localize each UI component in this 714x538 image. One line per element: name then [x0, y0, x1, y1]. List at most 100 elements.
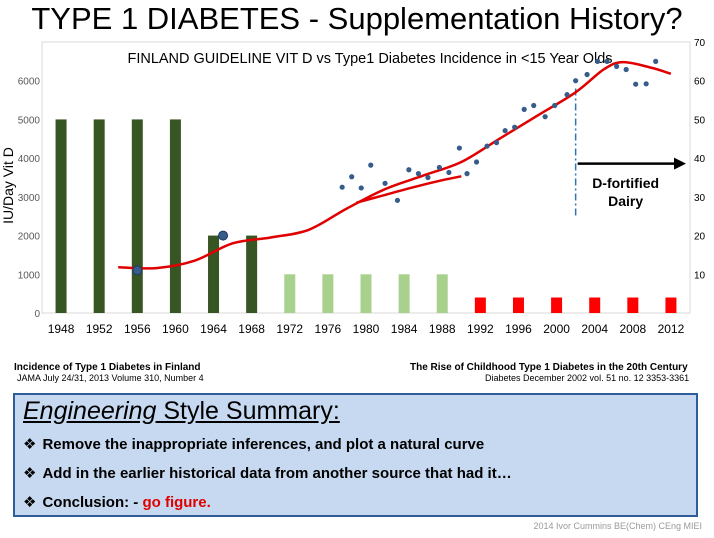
- summary-box: Engineering Style Summary: ❖ Remove the i…: [13, 393, 698, 517]
- vitd-bar: [322, 274, 334, 313]
- x-tick-label: 1960: [162, 322, 189, 336]
- y-tick-label-left: 1000: [18, 270, 41, 281]
- x-tick-label: 2012: [658, 322, 685, 336]
- incidence-point: [425, 174, 431, 181]
- chart: FINLAND GUIDELINE VIT D vs Type1 Diabete…: [0, 38, 706, 336]
- vitd-bar: [398, 274, 410, 313]
- incidence-point: [633, 81, 639, 87]
- incidence-point: [643, 81, 649, 87]
- incidence-point: [339, 184, 345, 190]
- incidence-point: [564, 92, 570, 98]
- x-tick-label: 1988: [429, 322, 456, 336]
- y-tick-label-right: 40: [694, 154, 706, 165]
- summary-bullet-2-text: Add in the earlier historical data from …: [42, 465, 512, 482]
- y-tick-label-right: 60: [694, 77, 706, 88]
- chart-area: FINLAND GUIDELINE VIT D vs Type1 Diabete…: [0, 36, 714, 356]
- incidence-point: [473, 159, 480, 165]
- vitd-bar: [93, 119, 105, 313]
- summary-conclusion: ❖ Conclusion: - go figure.: [23, 493, 211, 511]
- summary-conclusion-prefix: Conclusion: -: [42, 494, 143, 511]
- x-tick-label: 1980: [353, 322, 380, 336]
- incidence-point: [594, 58, 601, 64]
- diamond-bullet-icon: ❖: [23, 493, 37, 511]
- incidence-point: [552, 102, 558, 109]
- x-tick-label: 1996: [505, 322, 532, 336]
- incidence-point: [584, 71, 590, 78]
- arrow-right-icon: [674, 157, 686, 170]
- y-tick-label-left: 2000: [18, 232, 41, 243]
- incidence-point: [512, 124, 518, 130]
- incidence-point: [521, 106, 527, 112]
- annotation-label-line1: D-fortified: [592, 175, 659, 191]
- x-tick-label: 1948: [48, 322, 75, 336]
- incidence-point: [614, 63, 620, 69]
- vitd-bar: [589, 297, 601, 313]
- vitd-bar: [169, 119, 181, 313]
- incidence-point: [218, 230, 229, 241]
- summary-conclusion-highlight: go figure.: [142, 494, 211, 511]
- incidence-point: [573, 78, 579, 84]
- incidence-point: [358, 185, 364, 191]
- vitd-bar: [360, 274, 372, 313]
- incidence-trend-curve-early: [356, 175, 462, 204]
- vitd-bar: [55, 119, 67, 313]
- source-left-detail: JAMA July 24/31, 2013 Volume 310, Number…: [17, 373, 204, 383]
- incidence-point: [484, 143, 490, 149]
- diamond-bullet-icon: ❖: [23, 435, 37, 453]
- x-tick-label: 1956: [124, 322, 151, 336]
- incidence-point: [653, 58, 659, 64]
- vitd-bar: [665, 297, 677, 313]
- x-tick-label: 1972: [276, 322, 303, 336]
- incidence-point: [368, 162, 374, 168]
- y-tick-label-right: 70: [694, 38, 706, 49]
- summary-bullet-2: ❖ Add in the earlier historical data from…: [23, 464, 512, 482]
- vitd-bar: [512, 297, 524, 313]
- incidence-point: [436, 164, 442, 171]
- vitd-bar: [436, 274, 448, 313]
- y-axis-label-left: IU/Day Vit D: [0, 147, 16, 224]
- vitd-bar: [246, 235, 258, 313]
- incidence-trend-curve: [118, 60, 672, 270]
- incidence-point: [132, 265, 143, 276]
- incidence-point: [394, 197, 401, 203]
- x-tick-label: 1976: [315, 322, 342, 336]
- y-tick-label-right: 30: [694, 193, 706, 204]
- summary-bullet-1-text: Remove the inappropriate inferences, and…: [42, 436, 485, 453]
- vitd-bar: [284, 274, 296, 313]
- summary-heading-rest: Style Summary:: [156, 397, 340, 425]
- source-left-title: Incidence of Type 1 Diabetes in Finland: [14, 362, 201, 373]
- incidence-point: [415, 171, 422, 177]
- x-tick-label: 1968: [238, 322, 265, 336]
- slide-credit: 2014 Ivor Cummins BE(Chem) CEng MIEI: [533, 521, 702, 531]
- x-tick-label: 1964: [200, 322, 227, 336]
- source-left: Incidence of Type 1 Diabetes in Finland …: [14, 362, 204, 383]
- summary-bullet-1: ❖ Remove the inappropriate inferences, an…: [23, 435, 484, 453]
- diamond-bullet-icon: ❖: [23, 464, 37, 482]
- vitd-bar: [627, 297, 639, 313]
- y-tick-label-right: 50: [694, 115, 706, 126]
- incidence-point: [349, 174, 355, 180]
- incidence-point: [493, 140, 500, 146]
- x-tick-label: 2004: [581, 322, 608, 336]
- y-tick-label-left: 3000: [18, 193, 41, 204]
- y-tick-label-right: 20: [694, 232, 706, 243]
- slide-title: TYPE 1 DIABETES - Supplementation Histor…: [31, 1, 683, 36]
- y-tick-label-left: 4000: [18, 154, 41, 165]
- chart-title: FINLAND GUIDELINE VIT D vs Type1 Diabete…: [127, 51, 612, 67]
- x-tick-label: 1992: [467, 322, 494, 336]
- incidence-point: [456, 145, 462, 151]
- source-right: The Rise of Childhood Type 1 Diabetes in…: [410, 362, 689, 383]
- x-tick-label: 1984: [391, 322, 418, 336]
- y-tick-label-right: 10: [694, 270, 706, 281]
- incidence-point: [464, 171, 470, 177]
- incidence-point: [604, 58, 610, 64]
- incidence-point: [406, 167, 412, 173]
- incidence-point: [542, 114, 548, 120]
- vitd-bar: [474, 297, 486, 313]
- annotation-label-line2: Dairy: [608, 193, 643, 209]
- vitd-bar: [551, 297, 563, 313]
- incidence-point: [623, 66, 629, 73]
- summary-heading: Engineering Style Summary:: [23, 397, 340, 426]
- incidence-point: [502, 128, 508, 134]
- vitd-bar: [131, 119, 143, 313]
